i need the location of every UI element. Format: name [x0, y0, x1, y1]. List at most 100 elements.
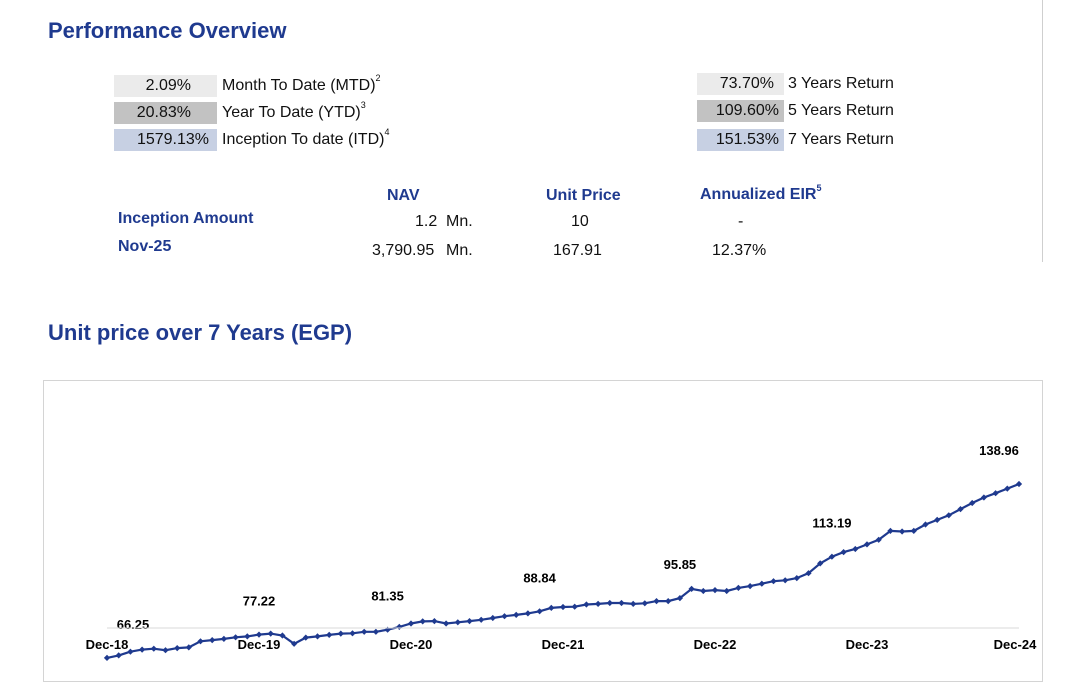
data-point — [782, 577, 789, 584]
x-tick-label: Dec-23 — [846, 637, 889, 652]
data-point — [209, 636, 216, 644]
row-label-current: Nov-25 — [118, 238, 172, 255]
data-point — [700, 587, 707, 595]
data-point — [559, 603, 567, 611]
return-label-text: Year To Date (YTD) — [222, 104, 361, 121]
x-tick-label: Dec-19 — [238, 637, 281, 652]
nav-value: 1.2 — [415, 213, 438, 230]
nav-value: 3,790.95 — [372, 242, 435, 259]
data-point — [442, 620, 450, 627]
data-point — [746, 582, 754, 590]
data-label: 66.25 — [117, 617, 150, 632]
data-point — [407, 620, 415, 627]
data-point — [536, 608, 543, 615]
data-label: 138.96 — [979, 443, 1019, 458]
data-point — [548, 604, 555, 612]
data-point — [583, 601, 590, 608]
data-point — [594, 600, 602, 608]
eir-header-text: Annualized EIR — [700, 186, 817, 203]
data-point — [290, 640, 298, 647]
chart-frame — [43, 380, 1043, 682]
data-point — [805, 570, 812, 577]
unit-price-header: Unit Price — [546, 187, 621, 204]
return-label: Inception To date (ITD)4 — [222, 127, 389, 149]
data-point — [840, 548, 847, 556]
data-point — [220, 635, 228, 643]
return-value: 1579.13% — [114, 129, 217, 151]
return-row-mtd: 2.09% Month To Date (MTD)2 — [114, 73, 381, 97]
data-point — [630, 600, 637, 608]
data-point — [770, 578, 777, 585]
data-label: 95.85 — [664, 557, 697, 572]
overview-title: Performance Overview — [48, 18, 287, 43]
data-point — [174, 644, 181, 652]
eir-value: - — [738, 213, 744, 230]
x-tick-label: Dec-22 — [694, 637, 737, 652]
data-point — [361, 628, 368, 635]
x-tick-label: Dec-24 — [994, 637, 1037, 652]
data-point — [910, 527, 917, 535]
data-point — [735, 584, 742, 592]
return-value: 2.09% — [114, 75, 217, 97]
return-row-3y: 73.70% 3 Years Return — [697, 73, 894, 95]
data-point — [349, 630, 356, 637]
eir-value: 12.37% — [712, 242, 767, 259]
data-label: 113.19 — [812, 516, 851, 531]
data-point — [478, 616, 485, 623]
data-point — [863, 541, 871, 548]
data-point — [150, 645, 157, 652]
data-point — [162, 647, 169, 654]
footnote-marker: 2 — [375, 73, 381, 83]
data-point — [524, 610, 532, 617]
data-point — [103, 654, 111, 662]
data-label: 81.35 — [371, 589, 404, 604]
data-point — [419, 618, 426, 625]
footnote-marker: 4 — [384, 127, 390, 137]
return-row-5y: 109.60% 5 Years Return — [697, 100, 894, 122]
data-point — [396, 623, 403, 631]
return-label: Year To Date (YTD)3 — [222, 100, 366, 122]
return-label: 7 Years Return — [788, 131, 894, 148]
data-point — [501, 613, 508, 620]
data-point — [454, 619, 461, 626]
footnote-marker: 5 — [816, 183, 822, 193]
footnote-marker: 3 — [360, 100, 366, 110]
eir-header: Annualized EIR5 — [700, 183, 822, 204]
data-point — [337, 630, 344, 637]
data-point — [711, 586, 719, 594]
data-point — [513, 611, 520, 619]
data-point — [922, 521, 929, 528]
data-point — [232, 634, 239, 641]
chart-title: Unit price over 7 Years (EGP) — [48, 320, 353, 345]
return-value: 73.70% — [697, 73, 784, 95]
return-value: 20.83% — [114, 102, 217, 124]
data-point — [828, 553, 836, 560]
data-point — [326, 631, 333, 639]
series-line — [106, 482, 1020, 659]
x-tick-label: Dec-21 — [542, 637, 585, 652]
data-point — [267, 630, 274, 637]
return-value: 109.60% — [697, 100, 784, 122]
data-point — [653, 597, 660, 605]
data-point — [875, 536, 882, 543]
data-label: 88.84 — [523, 570, 556, 585]
data-point — [887, 527, 894, 535]
data-point — [606, 599, 613, 607]
data-point — [138, 646, 146, 653]
data-point — [372, 628, 380, 635]
return-row-ytd: 20.83% Year To Date (YTD)3 — [114, 100, 366, 124]
data-point — [723, 587, 730, 595]
data-point — [571, 603, 578, 610]
data-point — [1004, 485, 1011, 492]
data-point — [489, 614, 496, 622]
return-label: 3 Years Return — [788, 75, 894, 92]
data-point — [314, 633, 321, 640]
data-label: 77.22 — [243, 594, 276, 609]
nav-unit: Mn. — [446, 242, 473, 259]
return-label-text: Month To Date (MTD) — [222, 77, 376, 94]
data-point — [665, 597, 672, 605]
divider-line — [1042, 0, 1043, 262]
data-point — [793, 574, 800, 582]
x-tick-label: Dec-20 — [390, 637, 433, 652]
